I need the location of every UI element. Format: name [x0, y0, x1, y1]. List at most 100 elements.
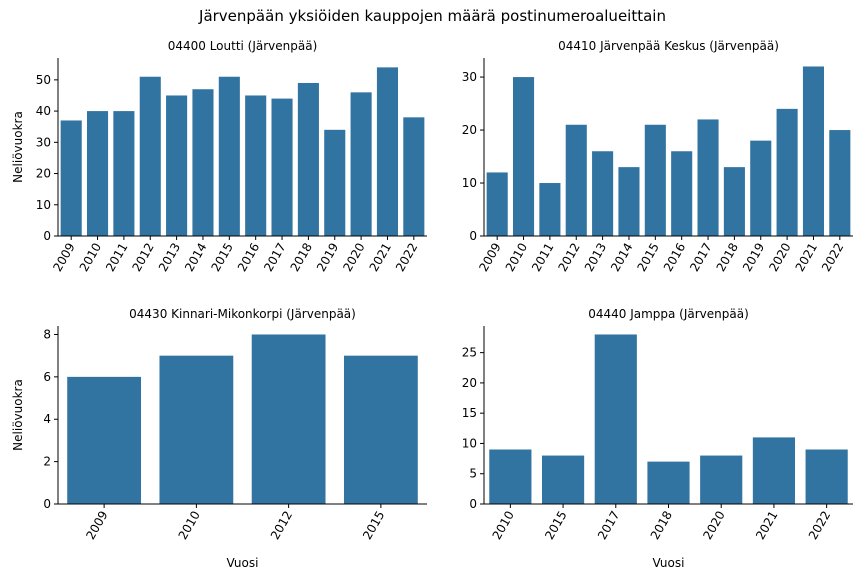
- y-tick-label: 50: [36, 73, 51, 87]
- x-tick-label: 2012: [555, 241, 582, 274]
- bar-2022: [829, 130, 851, 236]
- x-tick-label: 2020: [700, 509, 727, 542]
- y-tick-label: 10: [36, 198, 51, 212]
- panel-04430-kinnari-mikonkorpi: 04430 Kinnari-Mikonkorpi (Järvenpää) Nel…: [11, 307, 427, 570]
- x-tick-label: 2015: [635, 241, 662, 274]
- y-tick-label: 30: [462, 70, 477, 84]
- bar-2019: [750, 140, 772, 236]
- x-tick-label: 2022: [819, 241, 846, 274]
- bar-2015: [343, 355, 418, 504]
- y-tick-label: 20: [462, 376, 477, 390]
- panel-04400-loutti: 04400 Loutti (Järvenpää) Neliövuokra 0 10…: [11, 39, 427, 274]
- bar-2012: [251, 334, 326, 504]
- x-tick-label: 2021: [367, 241, 394, 274]
- y-tick-label: 4: [43, 412, 51, 426]
- x-tick-label: 2010: [503, 241, 530, 274]
- x-tick-label: 2020: [340, 241, 367, 274]
- y-axis-label: Neliövuokra: [11, 379, 25, 451]
- bar-2013: [166, 95, 188, 236]
- y-tick-label: 30: [36, 135, 51, 149]
- x-tick-label: 2018: [288, 241, 315, 274]
- x-tick-label: 2022: [806, 509, 833, 542]
- y-tick-label: 5: [469, 467, 477, 481]
- y-tick-label: 20: [36, 167, 51, 181]
- x-tick-label: 2011: [529, 241, 556, 274]
- x-tick-label: 2010: [77, 241, 104, 274]
- bar-2019: [324, 129, 346, 236]
- x-tick-label: 2010: [176, 509, 203, 542]
- bar-2016: [671, 151, 693, 236]
- y-axis-label: Neliövuokra: [11, 111, 25, 183]
- bar-2017: [697, 119, 719, 236]
- x-tick-label: 2014: [182, 241, 209, 274]
- bar-2021: [376, 67, 399, 237]
- y-tick-label: 0: [469, 497, 477, 511]
- bar-2021: [802, 66, 825, 236]
- x-tick-label: 2015: [542, 509, 569, 542]
- x-tick-label: 2021: [793, 241, 820, 274]
- x-tick-label: 2016: [661, 241, 688, 274]
- y-tick-label: 25: [462, 346, 477, 360]
- bar-2009: [486, 172, 508, 236]
- bar-2014: [192, 89, 214, 236]
- panel-title: 04400 Loutti (Järvenpää): [168, 39, 318, 53]
- bar-2015: [218, 76, 240, 237]
- y-tick-label: 0: [43, 229, 51, 243]
- y-tick-label: 10: [462, 176, 477, 190]
- bar-2017: [271, 98, 293, 236]
- x-tick-label: 2021: [753, 509, 780, 542]
- bar-2022: [805, 449, 848, 504]
- y-tick-label: 8: [43, 327, 51, 341]
- y-tick-label: 10: [462, 436, 477, 450]
- x-tick-label: 2018: [714, 241, 741, 274]
- x-tick-label: 2009: [476, 241, 503, 274]
- bar-2017: [594, 334, 637, 504]
- bar-2015: [644, 124, 666, 236]
- x-tick-label: 2022: [393, 241, 420, 274]
- x-tick-label: 2015: [360, 509, 387, 542]
- bar-2013: [592, 151, 614, 236]
- bar-2011: [539, 183, 561, 236]
- y-tick-label: 15: [462, 406, 477, 420]
- figure-title: Järvenpään yksiöiden kauppojen määrä pos…: [199, 7, 666, 25]
- bar-2012: [565, 124, 587, 236]
- x-tick-label: 2012: [268, 509, 295, 542]
- y-tick-label: 0: [469, 229, 477, 243]
- panel-04410-jarvenpaa-keskus: 04410 Järvenpää Keskus (Järvenpää) 0 10 20…: [462, 39, 853, 274]
- bar-2014: [618, 167, 640, 236]
- bar-2020: [700, 455, 743, 504]
- x-tick-label: 2010: [490, 509, 517, 542]
- x-axis-label: Vuosi: [653, 556, 685, 570]
- x-tick-label: 2019: [740, 241, 767, 274]
- panel-title: 04430 Kinnari-Mikonkorpi (Järvenpää): [129, 307, 356, 321]
- bar-2020: [350, 92, 372, 236]
- bar-2018: [297, 82, 319, 236]
- bar-2010: [159, 355, 234, 504]
- x-tick-label: 2009: [83, 509, 110, 542]
- y-tick-label: 20: [462, 123, 477, 137]
- bar-2015: [541, 455, 585, 504]
- y-tick-label: 0: [43, 497, 51, 511]
- x-tick-label: 2009: [50, 241, 77, 274]
- bar-2016: [245, 95, 267, 236]
- y-tick-label: 40: [36, 104, 51, 118]
- y-tick-label: 2: [43, 455, 51, 469]
- panel-title: 04440 Jamppa (Järvenpää): [588, 307, 749, 321]
- x-tick-label: 2014: [608, 241, 635, 274]
- bar-2018: [723, 167, 745, 236]
- x-tick-label: 2017: [595, 509, 622, 542]
- bar-2021: [752, 437, 796, 504]
- x-tick-label: 2015: [209, 240, 236, 273]
- bar-2010: [86, 111, 109, 236]
- x-tick-label: 2018: [648, 509, 675, 542]
- panel-04440-jamppa: 04440 Jamppa (Järvenpää) Vuosi 051015202…: [462, 307, 853, 570]
- bar-2009: [60, 120, 82, 236]
- x-tick-label: 2017: [261, 241, 288, 274]
- bar-2011: [113, 111, 135, 236]
- y-tick-label: 6: [43, 370, 51, 384]
- bar-2010: [512, 77, 535, 236]
- panel-title: 04410 Järvenpää Keskus (Järvenpää): [558, 39, 779, 53]
- x-tick-label: 2013: [582, 241, 609, 274]
- x-tick-label: 2011: [103, 241, 130, 274]
